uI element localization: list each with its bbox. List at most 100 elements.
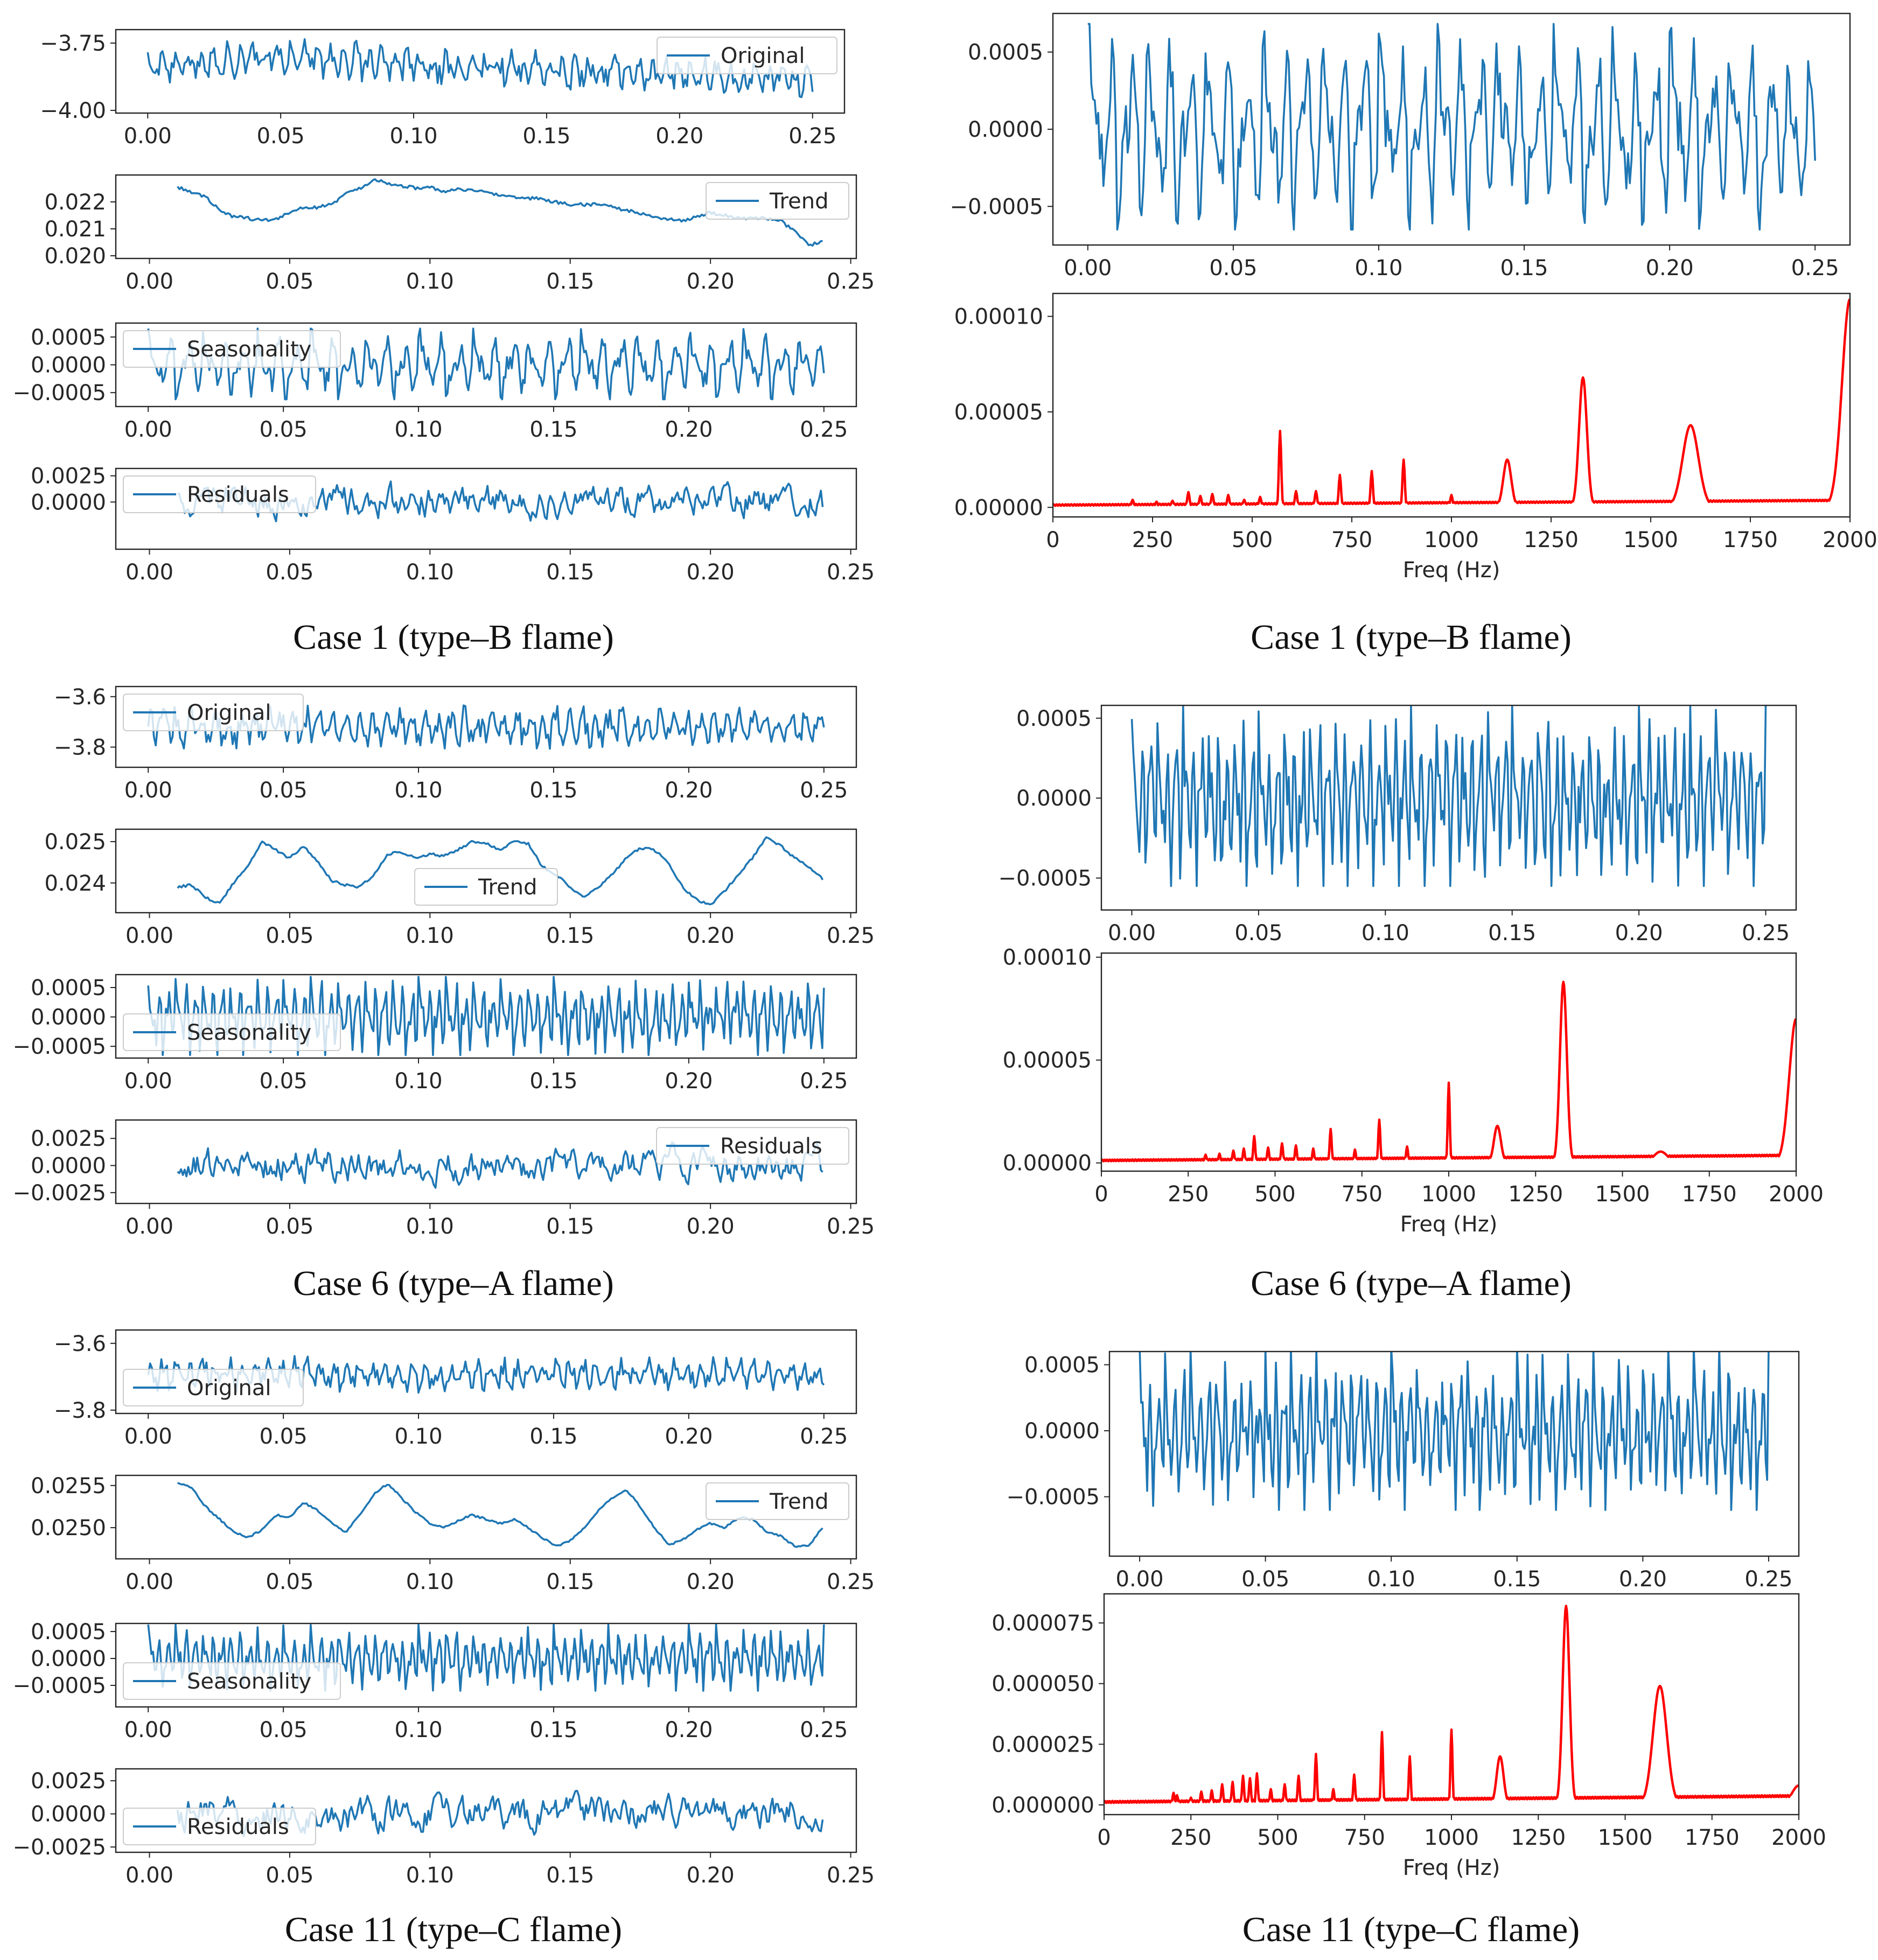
plot-c11_original: 0.00 0.05 0.10 0.15 0.20 0.25 −3.6 −3.8 Original bbox=[54, 1329, 857, 1449]
x-tick-label: 750 bbox=[1342, 1182, 1383, 1207]
x-tick-label: 0.15 bbox=[546, 1214, 594, 1239]
legend: Original bbox=[657, 37, 837, 74]
plot-c6_seasonality: 0.00 0.05 0.10 0.15 0.20 0.25 0.0005 0.0000 −0.0… bbox=[13, 974, 857, 1094]
x-tick-label: 0.05 bbox=[260, 1718, 308, 1742]
y-tick-label: −0.0025 bbox=[13, 1181, 106, 1206]
legend-box bbox=[123, 1808, 316, 1845]
x-tick-label: 0.10 bbox=[406, 923, 454, 948]
x-tick-label: 0.25 bbox=[827, 1570, 875, 1594]
y-tick-label: 0.00000 bbox=[954, 495, 1043, 520]
legend-box bbox=[123, 1369, 304, 1406]
plot-c1_signal: 0.00 0.05 0.10 0.15 0.20 0.25 0.0005 0.0000 −0.0… bbox=[950, 12, 1851, 281]
axes-frame bbox=[1052, 292, 1851, 518]
y-tick-label: 0.0000 bbox=[968, 117, 1043, 142]
x-tick-label: 0.20 bbox=[1619, 1567, 1667, 1592]
legend-box bbox=[656, 1127, 849, 1165]
x-tick-label: 0.15 bbox=[546, 1863, 594, 1888]
y-tick-label: 0.0000 bbox=[31, 1802, 106, 1827]
x-tick-label: 0.20 bbox=[665, 778, 713, 803]
legend-label: Trend bbox=[478, 875, 537, 900]
spectrum-line bbox=[1101, 981, 1796, 1163]
legend-box bbox=[123, 1662, 341, 1700]
x-tick-label: 2000 bbox=[1769, 1182, 1824, 1207]
y-tick-label: 0.0005 bbox=[1016, 706, 1092, 731]
x-tick-label: 500 bbox=[1254, 1182, 1295, 1207]
x-tick-label: 0.10 bbox=[1355, 256, 1402, 281]
x-tick-label: 0.20 bbox=[687, 560, 735, 585]
x-tick-label: 0 bbox=[1046, 528, 1059, 552]
legend-box bbox=[414, 868, 558, 906]
x-tick-label: 0.05 bbox=[266, 1214, 313, 1239]
x-tick-label: 1500 bbox=[1595, 1182, 1650, 1207]
plot-c11_signal: 0.00 0.05 0.10 0.15 0.20 0.25 0.0005 0.0000 −0.0… bbox=[1007, 1350, 1800, 1592]
x-tick-label: 1250 bbox=[1511, 1825, 1566, 1850]
x-tick-label: 500 bbox=[1257, 1825, 1298, 1850]
x-tick-label: 0.00 bbox=[125, 1863, 173, 1888]
axes-frame bbox=[115, 974, 857, 1059]
x-tick-label: 0.20 bbox=[1646, 256, 1694, 281]
legend: Original bbox=[123, 694, 304, 731]
y-tick-label: −0.0005 bbox=[13, 381, 106, 405]
x-tick-label: 0.25 bbox=[1791, 256, 1839, 281]
x-tick-label: 0.15 bbox=[1488, 921, 1536, 946]
x-tick-label: 0.20 bbox=[1615, 921, 1663, 946]
x-tick-label: 0.15 bbox=[529, 778, 577, 803]
x-tick-label: 1750 bbox=[1685, 1825, 1740, 1850]
legend-label: Residuals bbox=[187, 1815, 289, 1839]
x-tick-label: 0.25 bbox=[800, 1718, 848, 1742]
plot-c1_original: 0.00 0.05 0.10 0.15 0.20 0.25 −3.75 −4.00 Origin… bbox=[40, 29, 846, 149]
caption-case1-spectrum: Case 1 (type–B flame) bbox=[1251, 618, 1572, 657]
legend: Residuals bbox=[656, 1127, 849, 1165]
y-tick-label: 0.020 bbox=[44, 244, 106, 269]
x-tick-label: 0 bbox=[1094, 1182, 1108, 1207]
axes-frame bbox=[115, 1119, 857, 1205]
legend: Seasonality bbox=[123, 1662, 341, 1700]
legend-label: Trend bbox=[769, 1489, 828, 1514]
x-tick-label: 250 bbox=[1132, 528, 1173, 552]
legend-box bbox=[123, 330, 341, 368]
legend: Seasonality bbox=[123, 1013, 341, 1051]
spectrum-line bbox=[1053, 298, 1850, 507]
legend-label: Original bbox=[187, 1376, 271, 1401]
x-tick-label: 0.05 bbox=[260, 778, 308, 803]
x-tick-label: 0.25 bbox=[800, 1424, 848, 1449]
y-tick-label: −4.00 bbox=[40, 99, 106, 123]
x-tick-label: 0.25 bbox=[827, 923, 875, 948]
axes-frame bbox=[115, 685, 857, 768]
x-tick-label: 1500 bbox=[1598, 1825, 1653, 1850]
axes-frame bbox=[115, 467, 857, 550]
x-tick-label: 0.15 bbox=[546, 923, 594, 948]
x-tick-label: 0.25 bbox=[800, 417, 848, 442]
x-tick-label: 1250 bbox=[1524, 528, 1579, 552]
x-tick-label: 0.15 bbox=[546, 269, 594, 294]
plot-c1_seasonality: 0.00 0.05 0.10 0.15 0.20 0.25 0.0005 0.0000 −0.0… bbox=[13, 322, 857, 442]
axes-frame bbox=[1100, 952, 1797, 1172]
y-tick-label: 0.0000 bbox=[1016, 786, 1092, 811]
x-tick-label: 0.10 bbox=[395, 778, 443, 803]
x-tick-label: 0 bbox=[1097, 1825, 1111, 1850]
x-tick-label: 0.20 bbox=[687, 269, 735, 294]
plot-c11_trend: 0.00 0.05 0.10 0.15 0.20 0.25 0.0255 0.0250 Tren… bbox=[31, 1474, 875, 1594]
x-tick-label: 1750 bbox=[1723, 528, 1778, 552]
axes-frame bbox=[115, 1474, 857, 1560]
plot-c1_spectrum: 0 250 500 750 1000 1250 1500 1750 2000 0.00010 0.0… bbox=[954, 292, 1877, 583]
y-tick-label: 0.00005 bbox=[954, 400, 1043, 425]
legend: Residuals bbox=[123, 1808, 316, 1845]
x-tick-label: 0.10 bbox=[406, 560, 454, 585]
x-tick-label: 0.00 bbox=[124, 778, 172, 803]
x-tick-label: 0.00 bbox=[125, 923, 173, 948]
x-tick-label: 0.10 bbox=[406, 1214, 454, 1239]
spectrum-line bbox=[1104, 1605, 1799, 1804]
x-tick-label: 0.15 bbox=[529, 1424, 577, 1449]
plot-c6_spectrum: 0 250 500 750 1000 1250 1500 1750 2000 0.00010 0.0… bbox=[1003, 946, 1824, 1237]
x-tick-label: 0.25 bbox=[827, 1863, 875, 1888]
y-tick-label: 0.021 bbox=[44, 217, 106, 242]
y-tick-label: 0.0005 bbox=[1024, 1353, 1100, 1378]
x-tick-label: 0.25 bbox=[827, 560, 875, 585]
x-tick-label: 0.15 bbox=[529, 1718, 577, 1742]
x-tick-label: 0.20 bbox=[655, 124, 703, 149]
axes-frame bbox=[1103, 1593, 1800, 1816]
y-tick-label: 0.000025 bbox=[992, 1732, 1094, 1757]
axes-frame bbox=[1100, 704, 1797, 911]
y-tick-label: 0.0005 bbox=[31, 976, 106, 1000]
